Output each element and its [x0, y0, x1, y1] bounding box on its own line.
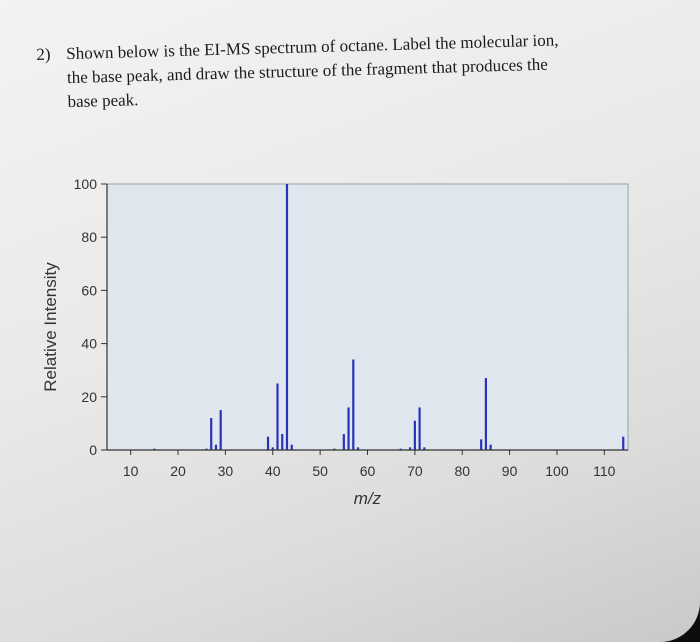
x-tick-label-50: 50: [312, 463, 328, 479]
x-tick-label-30: 30: [218, 463, 234, 479]
y-tick-label-100: 100: [74, 176, 98, 192]
x-tick-label-80: 80: [454, 463, 470, 479]
y-tick-label-20: 20: [81, 389, 97, 405]
x-tick-label-20: 20: [170, 463, 186, 479]
x-tick-label-100: 100: [545, 463, 569, 479]
y-axis-ticks: 0 20 40 60 80 100: [74, 176, 107, 458]
x-tick-label-60: 60: [360, 463, 376, 479]
x-tick-label-10: 10: [123, 463, 139, 479]
y-tick-label-0: 0: [89, 442, 97, 458]
x-axis-ticks: 10 20 30 40 50 60 70 80 90 100 110: [123, 450, 616, 479]
x-axis-label: m/z: [354, 489, 382, 508]
y-tick-label-40: 40: [81, 336, 97, 352]
y-tick-label-60: 60: [81, 282, 97, 298]
x-tick-label-110: 110: [593, 463, 616, 479]
y-tick-label-80: 80: [81, 229, 97, 245]
plot-area: [106, 183, 629, 451]
x-tick-label-40: 40: [265, 463, 281, 479]
y-axis-label: Relative Intensity: [41, 262, 60, 392]
x-tick-label-70: 70: [407, 463, 423, 479]
spectrum-bars: [153, 184, 625, 450]
x-tick-label-90: 90: [502, 463, 518, 479]
